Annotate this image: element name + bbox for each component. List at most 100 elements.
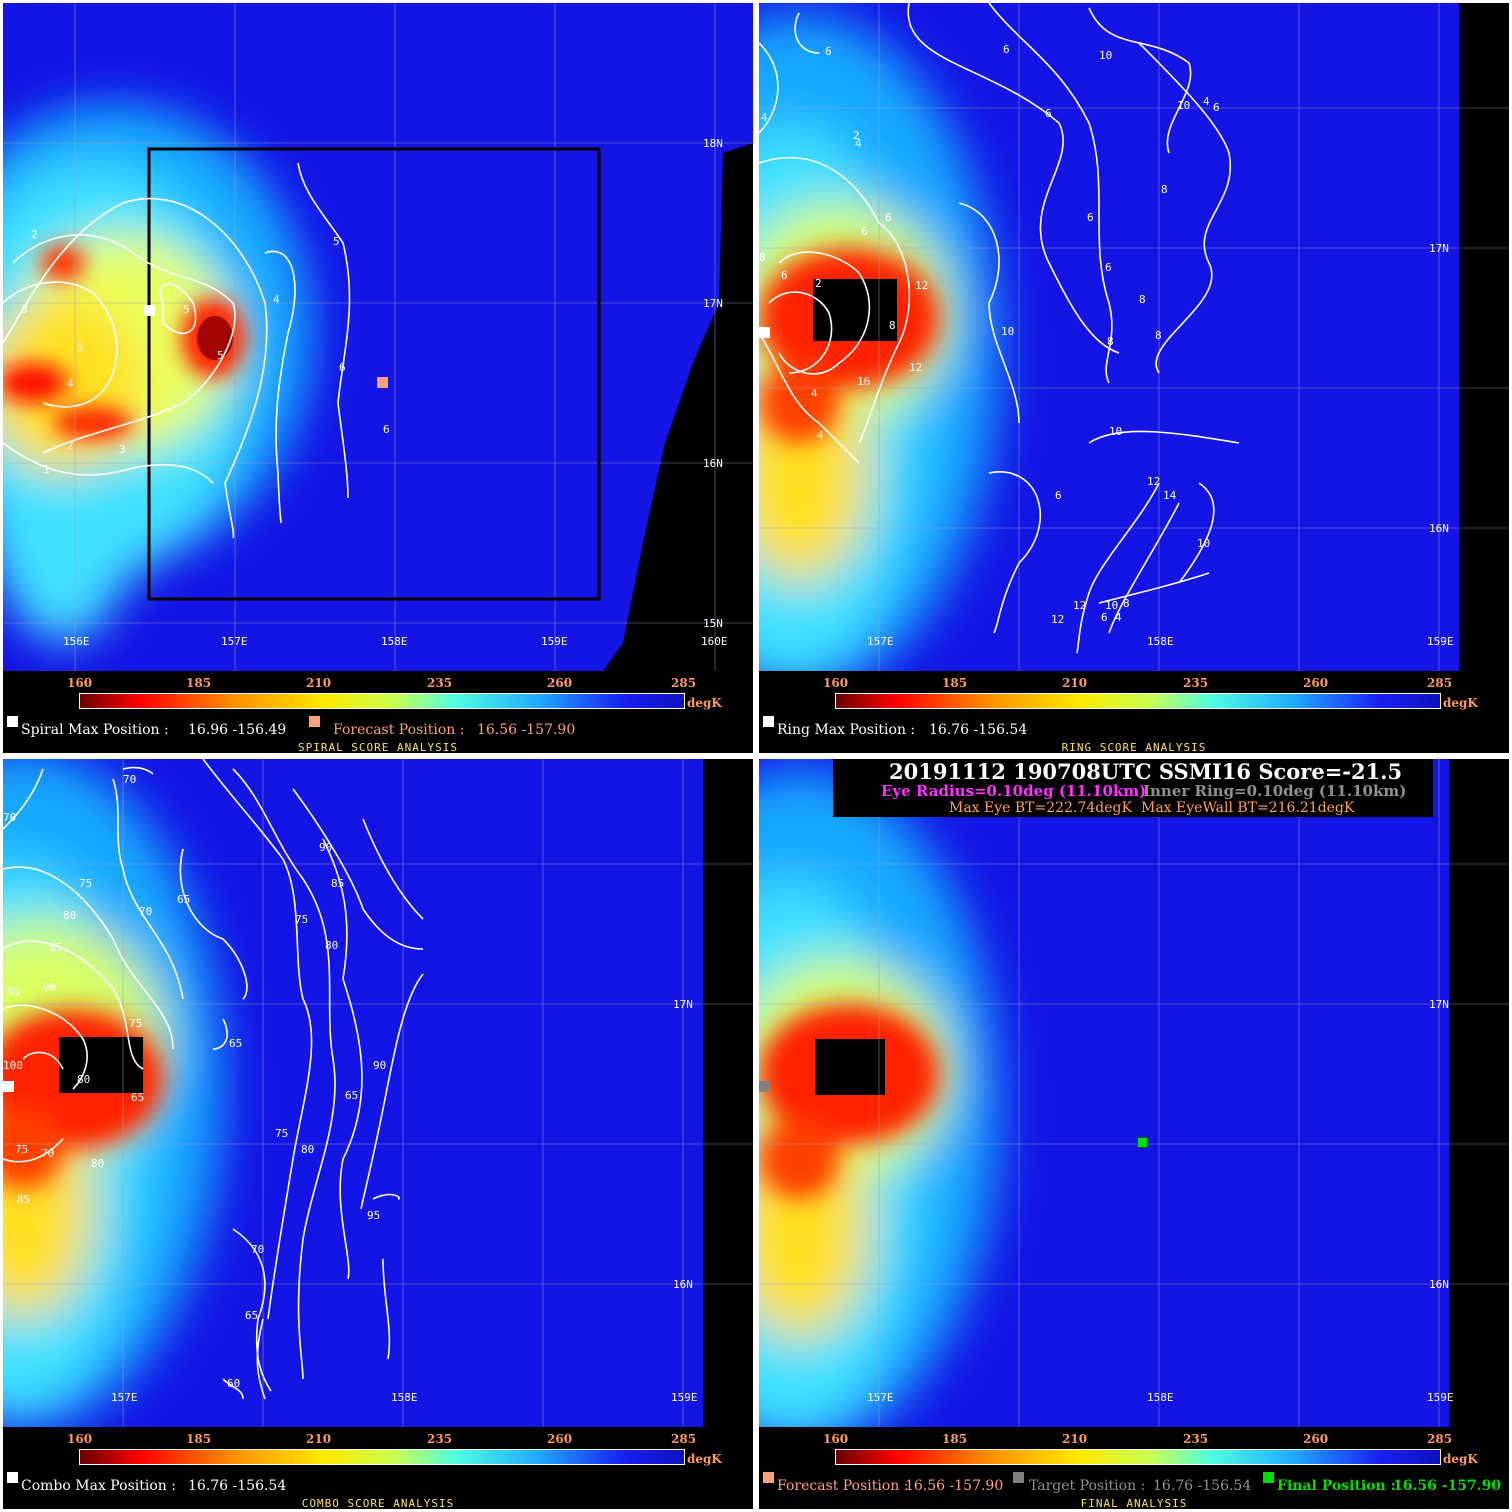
contour-label: 70 <box>41 1147 55 1160</box>
colorbar-tick: 235 <box>427 1432 453 1446</box>
contour-label: 6 <box>885 211 892 224</box>
contour-label: 6 <box>1213 101 1220 114</box>
contour-label: 10 <box>1001 325 1015 338</box>
forecast-label: Forecast Position : <box>777 1478 909 1494</box>
combo-panel: 17N 16N 157E 158E 159E 70 70 75 80 85 95… <box>3 759 753 1509</box>
contour-label: 6 <box>1003 43 1010 56</box>
contour-label: 75 <box>295 913 309 926</box>
max-eyewall-bt: Max EyeWall BT=216.21degK <box>1141 800 1355 816</box>
panel-title: FINAL ANALYSIS <box>1080 1497 1188 1509</box>
colorbar-tick: 235 <box>1183 1432 1209 1446</box>
ring-map: 17N 16N 157E 158E 159E 6 4 6 10 6 10 4 6… <box>759 3 1509 671</box>
contour-label: 12 <box>915 279 929 292</box>
contour-label: 90 <box>43 981 57 994</box>
contour-label: 5 <box>183 303 190 316</box>
colorbar-tick: 210 <box>306 1432 332 1446</box>
colorbar-tick: 260 <box>1303 676 1329 690</box>
lon-label: 160E <box>701 635 728 648</box>
lat-label: 16N <box>703 457 723 470</box>
lat-label: 16N <box>1429 1278 1449 1291</box>
ring-panel: 17N 16N 157E 158E 159E 6 4 6 10 6 10 4 6… <box>759 3 1509 753</box>
contour-label: 70 <box>123 773 137 786</box>
contour-label: 2 <box>67 439 74 452</box>
forecast-label: Forecast Position : <box>333 722 465 738</box>
lat-label: 17N <box>1429 998 1449 1011</box>
combo-max-legend-icon <box>7 1472 18 1483</box>
colorbar-unit: degK <box>687 1452 722 1466</box>
target-legend-icon <box>1013 1472 1024 1483</box>
final-map: 17N 16N 157E 158E 159E 20191112 190708UT… <box>759 759 1509 1427</box>
contour-label: 4 <box>855 137 862 150</box>
contour-label: 60 <box>227 1377 241 1390</box>
final-marker <box>1137 1137 1148 1148</box>
spiral-max-label: Spiral Max Position : <box>21 722 169 738</box>
contour-label: 70 <box>139 905 153 918</box>
colorbar <box>79 693 685 709</box>
contour-label: 4 <box>1203 95 1210 108</box>
combo-max-marker <box>3 1081 14 1092</box>
lon-label: 157E <box>221 635 248 648</box>
contour-label: 10 <box>1197 537 1211 550</box>
panel-title: RING SCORE ANALYSIS <box>1061 741 1207 753</box>
lon-label: 157E <box>867 635 894 648</box>
contour-label: 8 <box>1155 329 1162 342</box>
colorbar-unit: degK <box>687 696 722 710</box>
spiral-imagery <box>3 3 753 671</box>
contour-label: 80 <box>63 909 77 922</box>
contour-label: 95 <box>367 1209 381 1222</box>
combo-imagery <box>3 759 753 1427</box>
panel-title: SPIRAL SCORE ANALYSIS <box>297 741 459 753</box>
colorbar-tick: 285 <box>671 676 697 690</box>
final-label: Final Position : <box>1277 1478 1396 1494</box>
contour-label: 70 <box>251 1243 265 1256</box>
colorbar-tick: 185 <box>942 1432 968 1446</box>
final-legend-icon <box>1263 1472 1274 1483</box>
contour-label: 3 <box>119 443 126 456</box>
contour-label: 12 <box>1051 613 1065 626</box>
contour-label: 65 <box>229 1037 243 1050</box>
colorbar-tick: 210 <box>1062 1432 1088 1446</box>
final-panel: 17N 16N 157E 158E 159E 20191112 190708UT… <box>759 759 1509 1509</box>
contour-label: 12 <box>1073 599 1087 612</box>
spiral-max-value: 16.96 -156.49 <box>188 722 287 738</box>
colorbar-tick: 235 <box>427 676 453 690</box>
colorbar-tick: 210 <box>1062 676 1088 690</box>
lat-label: 17N <box>1429 242 1449 255</box>
contour-label: 75 <box>129 1017 143 1030</box>
contour-label: 80 <box>77 1073 91 1086</box>
contour-label: 70 <box>3 811 17 824</box>
forecast-legend-icon <box>309 716 320 727</box>
contour-label: 8 <box>889 319 896 332</box>
spiral-map: 18N 17N 16N 15N 156E 157E 158E 159E 160E… <box>3 3 753 671</box>
combo-max-label: Combo Max Position : <box>21 1478 176 1494</box>
colorbar-tick: 260 <box>547 1432 573 1446</box>
spiral-panel: 18N 17N 16N 15N 156E 157E 158E 159E 160E… <box>3 3 753 753</box>
lon-label: 158E <box>381 635 408 648</box>
contour-label: 95 <box>7 985 21 998</box>
colorbar-tick: 160 <box>67 1432 93 1446</box>
contour-label: 4 <box>273 293 280 306</box>
target-label: Target Position : <box>1029 1478 1146 1494</box>
contour-label: 75 <box>275 1127 289 1140</box>
colorbar <box>835 1449 1441 1465</box>
spiral-max-legend-icon <box>7 716 18 727</box>
colorbar-tick: 235 <box>1183 676 1209 690</box>
lon-label: 159E <box>671 1391 698 1404</box>
ring-max-label: Ring Max Position : <box>777 722 916 738</box>
contour-label: 8 <box>1139 293 1146 306</box>
lon-label: 158E <box>391 1391 418 1404</box>
forecast-value: 16.56 -157.90 <box>477 722 576 738</box>
contour-label: 90 <box>319 841 333 854</box>
colorbar-tick: 185 <box>186 676 212 690</box>
ring-max-value: 16.76 -156.54 <box>929 722 1028 738</box>
lon-label: 159E <box>1427 1391 1454 1404</box>
eye-radius: Eye Radius=0.10deg (11.10km) <box>881 782 1147 800</box>
contour-label: 6 <box>1087 211 1094 224</box>
combo-map: 17N 16N 157E 158E 159E 70 70 75 80 85 95… <box>3 759 753 1427</box>
final-imagery <box>759 759 1509 1427</box>
forecast-legend-icon <box>763 1472 774 1483</box>
ring-imagery <box>759 3 1509 671</box>
forecast-value: 16.56 -157.90 <box>905 1478 1004 1494</box>
contour-label: 80 <box>301 1143 315 1156</box>
contour-label: 6 <box>1055 489 1062 502</box>
